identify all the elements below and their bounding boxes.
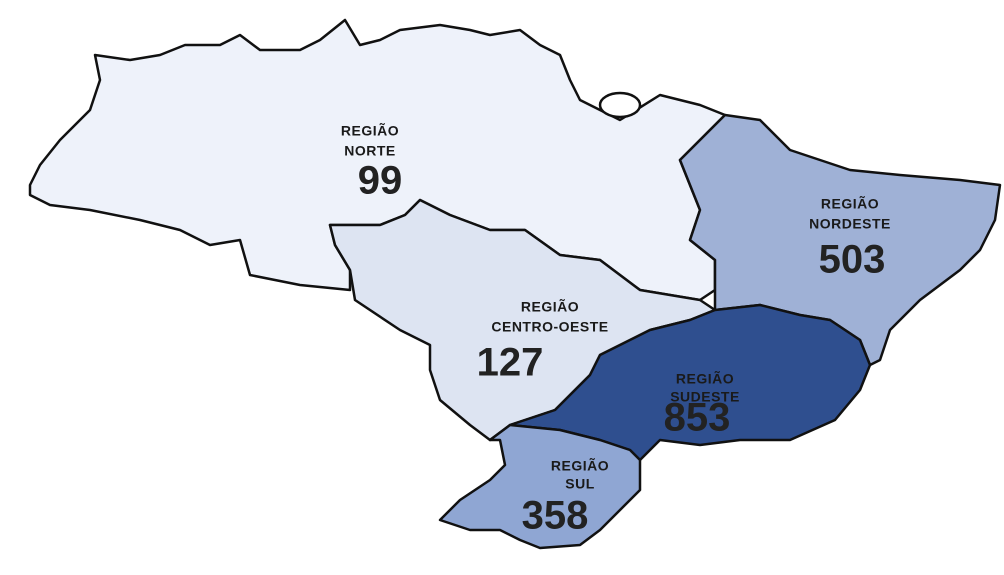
region-value: 503 — [819, 238, 886, 282]
region-value: 358 — [522, 494, 589, 538]
regions — [28, 18, 1002, 550]
region-label: REGIÃO — [521, 298, 579, 315]
region-value: 99 — [358, 159, 403, 203]
region-label: SUDESTE — [670, 389, 740, 405]
region — [438, 423, 642, 550]
region-label: REGIÃO — [676, 370, 734, 387]
region-label: REGIÃO — [551, 457, 609, 474]
region-label: REGIÃO — [341, 122, 399, 139]
region-value: 853 — [664, 396, 731, 440]
island — [598, 91, 642, 119]
region — [678, 113, 1002, 367]
region-label: REGIÃO — [821, 195, 879, 212]
region-label: SUL — [565, 476, 595, 492]
region-label: CENTRO-OESTE — [491, 319, 608, 335]
region-value: 127 — [477, 341, 544, 385]
region-label: NORTE — [344, 143, 396, 159]
region-label: NORDESTE — [809, 216, 891, 232]
